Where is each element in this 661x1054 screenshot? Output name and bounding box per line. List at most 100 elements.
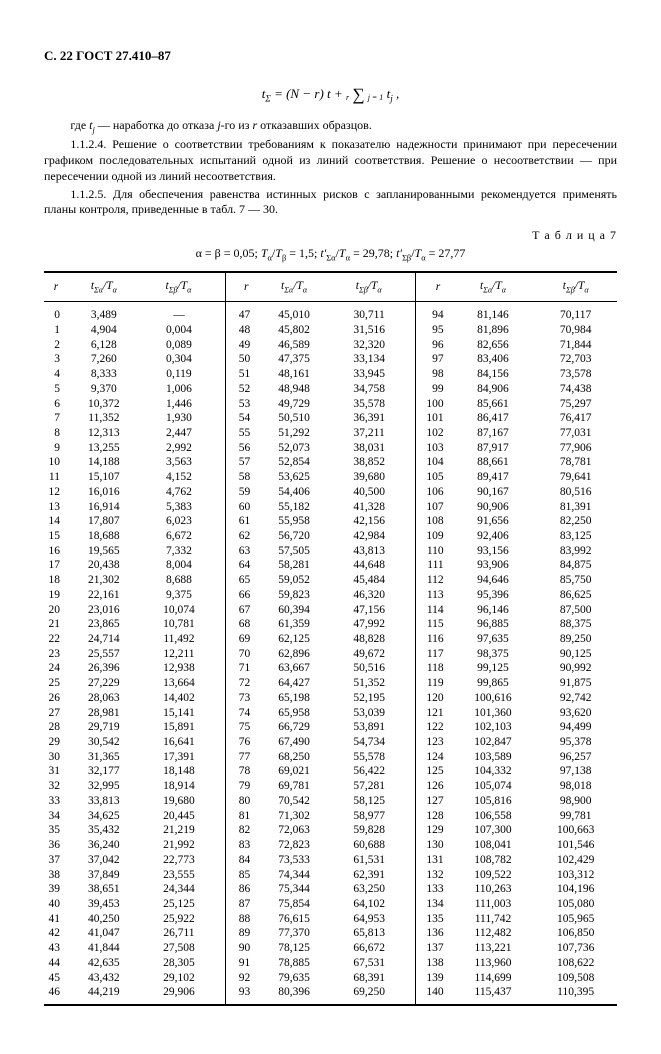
table-row: 1115,1074,1525853,62539,68010589,41779,6… bbox=[44, 470, 617, 485]
table-cell: 28,305 bbox=[140, 956, 226, 971]
table-cell: 100,663 bbox=[534, 823, 617, 838]
table-cell: 80 bbox=[226, 794, 259, 809]
table-cell: 47 bbox=[226, 302, 259, 323]
table-cell: 56,720 bbox=[258, 529, 330, 544]
table-cell: 103,312 bbox=[534, 868, 617, 883]
table-row: 4039,45325,1258775,85464,102134111,00310… bbox=[44, 897, 617, 912]
table-cell: 33,813 bbox=[68, 794, 140, 809]
table-cell: 43 bbox=[44, 941, 68, 956]
table-cell: 104,196 bbox=[534, 882, 617, 897]
table-cell: 19,565 bbox=[68, 544, 140, 559]
table-row: 913,2552,9925652,07338,03110387,91777,90… bbox=[44, 441, 617, 456]
table-row: 2930,54216,6417667,49054,734123102,84795… bbox=[44, 735, 617, 750]
table-cell: 27,229 bbox=[68, 676, 140, 691]
table-cell: 77 bbox=[226, 750, 259, 765]
table-cell: 66 bbox=[226, 588, 259, 603]
table-row: 1014,1883,5635752,85438,85210488,66178,7… bbox=[44, 455, 617, 470]
data-table: r tΣα/Tα tΣβ/Tα r tΣα/Tα tΣβ/Tα r tΣα/Tα… bbox=[44, 271, 617, 1006]
table-cell: 97,635 bbox=[452, 632, 535, 647]
table-cell: 90,125 bbox=[534, 647, 617, 662]
table-cell: 130 bbox=[416, 838, 452, 853]
table-cell: 111,742 bbox=[452, 912, 535, 927]
table-cell: 74 bbox=[226, 706, 259, 721]
table-cell: 84,156 bbox=[452, 367, 535, 382]
table-cell: 5 bbox=[44, 382, 68, 397]
table-cell: 71 bbox=[226, 661, 259, 676]
table-cell: 98 bbox=[416, 367, 452, 382]
table-cell: 39,680 bbox=[330, 470, 416, 485]
table-cell: 7,332 bbox=[140, 544, 226, 559]
table-cell: 75,854 bbox=[258, 897, 330, 912]
table-cell: 107 bbox=[416, 500, 452, 515]
table-cell: 133 bbox=[416, 882, 452, 897]
table-cell: 28,981 bbox=[68, 706, 140, 721]
table-cell: 59,828 bbox=[330, 823, 416, 838]
table-cell: 94,499 bbox=[534, 720, 617, 735]
table-cell: 103,589 bbox=[452, 750, 535, 765]
col-b3: tΣβ/Tα bbox=[534, 272, 617, 302]
table-cell: 102,103 bbox=[452, 720, 535, 735]
table-cell: 79,635 bbox=[258, 971, 330, 986]
table-cell: 99,125 bbox=[452, 661, 535, 676]
table-cell: 72,823 bbox=[258, 838, 330, 853]
table-cell: 86,625 bbox=[534, 588, 617, 603]
table-cell: 78,125 bbox=[258, 941, 330, 956]
table-cell: 61,531 bbox=[330, 853, 416, 868]
table-cell: 115 bbox=[416, 617, 452, 632]
table-row: 1518,6886,6726256,72042,98410992,40683,1… bbox=[44, 529, 617, 544]
table-cell: 23 bbox=[44, 647, 68, 662]
table-cell: 10,372 bbox=[68, 397, 140, 412]
table-cell: 15,141 bbox=[140, 706, 226, 721]
table-cell: 25 bbox=[44, 676, 68, 691]
table-cell: 88,375 bbox=[534, 617, 617, 632]
table-cell: 6,672 bbox=[140, 529, 226, 544]
table-cell: 92,742 bbox=[534, 691, 617, 706]
table-cell: 99 bbox=[416, 382, 452, 397]
table-cell: 114,699 bbox=[452, 971, 535, 986]
table-cell: 95 bbox=[416, 323, 452, 338]
table-cell: 31 bbox=[44, 764, 68, 779]
table-cell: 24,714 bbox=[68, 632, 140, 647]
table-cell: 81,146 bbox=[452, 302, 535, 323]
table-cell: 47,156 bbox=[330, 603, 416, 618]
table-cell: 96 bbox=[416, 338, 452, 353]
table-cell: 53,039 bbox=[330, 706, 416, 721]
table-cell: 25,125 bbox=[140, 897, 226, 912]
table-cell: 40,500 bbox=[330, 485, 416, 500]
table-cell: 68,250 bbox=[258, 750, 330, 765]
table-cell: 47,375 bbox=[258, 352, 330, 367]
table-row: 03,489—4745,01030,7119481,14670,117 bbox=[44, 302, 617, 323]
table-cell: 20 bbox=[44, 603, 68, 618]
table-cell: 123 bbox=[416, 735, 452, 750]
table-cell: 91 bbox=[226, 956, 259, 971]
table-params: α = β = 0,05; Tα/Tβ = 1,5; t′Σα/Tα = 29,… bbox=[44, 246, 617, 262]
table-cell: 81 bbox=[226, 809, 259, 824]
table-row: 1619,5657,3326357,50543,81311093,15683,9… bbox=[44, 544, 617, 559]
table-cell: 89,417 bbox=[452, 470, 535, 485]
table-cell: 15,107 bbox=[68, 470, 140, 485]
table-cell: 56,422 bbox=[330, 764, 416, 779]
table-cell: 105,080 bbox=[534, 897, 617, 912]
table-cell: 88 bbox=[226, 912, 259, 927]
table-cell: 48,161 bbox=[258, 367, 330, 382]
table-cell: 134 bbox=[416, 897, 452, 912]
table-cell: 13,255 bbox=[68, 441, 140, 456]
table-cell: 43,813 bbox=[330, 544, 416, 559]
table-cell: 41,844 bbox=[68, 941, 140, 956]
col-a1: tΣα/Tα bbox=[68, 272, 140, 302]
table-cell: 107,300 bbox=[452, 823, 535, 838]
table-cell: 101,360 bbox=[452, 706, 535, 721]
table-cell: 43,432 bbox=[68, 971, 140, 986]
table-cell: 90,992 bbox=[534, 661, 617, 676]
table-cell: 25,557 bbox=[68, 647, 140, 662]
table-cell: 37,042 bbox=[68, 853, 140, 868]
table-cell: 73 bbox=[226, 691, 259, 706]
table-cell: 101 bbox=[416, 411, 452, 426]
table-cell: 21,219 bbox=[140, 823, 226, 838]
table-cell: 69,250 bbox=[330, 985, 416, 1005]
table-cell: 73,578 bbox=[534, 367, 617, 382]
table-cell: 37,849 bbox=[68, 868, 140, 883]
table-row: 2628,06314,4027365,19852,195120100,61692… bbox=[44, 691, 617, 706]
table-cell: 64,953 bbox=[330, 912, 416, 927]
table-cell: 38,651 bbox=[68, 882, 140, 897]
